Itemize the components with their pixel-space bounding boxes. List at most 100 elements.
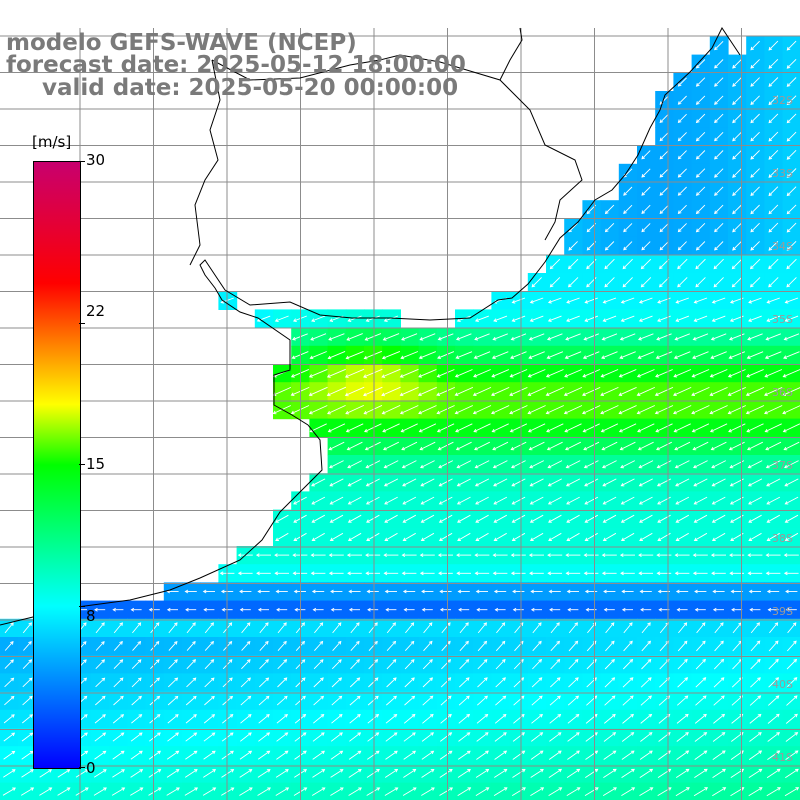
wind-arrow <box>384 460 399 469</box>
wind-arrow <box>600 405 619 414</box>
wind-arrow <box>475 769 489 778</box>
wind-arrow <box>640 714 652 724</box>
wind-arrow <box>530 297 544 304</box>
wind-arrow <box>732 659 743 670</box>
wind-arrowhead <box>658 283 663 288</box>
wind-arrow <box>345 386 365 396</box>
wind-arrow <box>619 423 637 433</box>
wind-arrow <box>475 496 489 505</box>
wind-arrow <box>620 441 636 451</box>
wind-arrowhead <box>730 519 734 523</box>
wind-arrow <box>582 405 601 414</box>
wind-arrowhead <box>610 640 615 645</box>
wind-arrow <box>764 369 783 378</box>
wind-arrow <box>621 514 635 523</box>
wind-arrowhead <box>729 318 734 322</box>
wind-arrowhead <box>714 228 718 233</box>
wind-arrow <box>493 460 508 469</box>
wind-arrowhead <box>256 318 261 322</box>
wind-arrowhead <box>522 787 526 791</box>
wind-arrowhead <box>202 589 207 594</box>
wind-arrow <box>584 478 599 487</box>
wind-arrow <box>694 714 707 724</box>
wind-arrowhead <box>184 589 189 594</box>
wind-arrowhead <box>229 677 233 682</box>
wind-arrowhead <box>694 607 699 612</box>
wind-arrowhead <box>301 622 305 626</box>
wind-arrow <box>93 787 107 796</box>
wind-arrow <box>22 677 33 688</box>
wind-arrowhead <box>677 228 682 233</box>
wind-arrow <box>436 386 455 396</box>
wind-arrow <box>94 714 106 724</box>
wind-arrowhead <box>438 537 443 541</box>
wind-arrow <box>768 95 779 105</box>
wind-arrowhead <box>402 519 407 523</box>
wind-arrow <box>731 732 744 742</box>
wind-arrow <box>750 113 760 123</box>
wind-arrowhead <box>228 640 233 645</box>
wind-arrowhead <box>638 571 643 576</box>
wind-arrowhead <box>729 300 734 304</box>
wind-arrowhead <box>739 732 744 736</box>
border-line <box>211 54 583 241</box>
wind-arrow <box>785 732 798 742</box>
wind-arrow <box>310 333 327 341</box>
wind-arrow <box>659 622 669 634</box>
wind-arrow <box>750 40 760 51</box>
wind-arrow <box>364 423 382 433</box>
wind-arrowhead <box>714 246 718 251</box>
wind-arrowhead <box>301 659 306 663</box>
wind-arrowhead <box>602 482 607 487</box>
wind-arrowhead <box>630 750 635 754</box>
wind-arrow <box>786 131 797 142</box>
wind-arrow <box>641 223 651 232</box>
wind-arrowhead <box>511 464 515 469</box>
wind-arrowhead <box>292 571 297 576</box>
wind-arrowhead <box>157 750 162 755</box>
wind-arrow <box>692 369 710 378</box>
wind-arrowhead <box>611 677 616 681</box>
wind-arrowhead <box>782 392 786 396</box>
wind-arrowhead <box>447 659 452 663</box>
wind-arrowhead <box>729 553 733 557</box>
wind-arrowhead <box>455 446 460 451</box>
wind-arrowhead <box>748 300 752 304</box>
wind-arrow <box>604 677 615 688</box>
wind-arrowhead <box>365 482 370 487</box>
wind-arrow <box>185 696 197 706</box>
wind-arrowhead <box>548 589 553 594</box>
wind-arrowhead <box>101 641 105 645</box>
wind-arrowhead <box>556 640 560 645</box>
wind-arrow <box>637 386 655 396</box>
wind-arrowhead <box>430 750 435 755</box>
wind-arrow <box>750 95 760 105</box>
wind-arrowhead <box>30 769 34 773</box>
wind-arrow <box>440 695 452 706</box>
wind-arrow <box>440 714 452 724</box>
wind-arrow <box>749 732 762 742</box>
wind-arrowhead <box>301 677 306 682</box>
wind-arrowhead <box>727 410 732 415</box>
wind-arrowhead <box>793 640 797 645</box>
wind-arrow <box>422 659 433 670</box>
wind-arrowhead <box>620 519 625 523</box>
wind-arrowhead <box>620 537 625 541</box>
wind-arrowhead <box>783 446 788 451</box>
wind-arrow <box>712 769 726 778</box>
wind-arrowhead <box>585 607 590 612</box>
wind-arrowhead <box>612 732 617 736</box>
wind-arrowhead <box>192 695 197 700</box>
wind-arrow <box>400 386 419 396</box>
wind-arrowhead <box>714 210 718 215</box>
wind-arrowhead <box>764 410 768 415</box>
wind-arrow <box>546 386 564 396</box>
wind-arrowhead <box>174 659 178 663</box>
wind-arrowhead <box>684 658 688 663</box>
latitude-label: 34S <box>772 240 793 253</box>
wind-arrowhead <box>675 501 680 505</box>
wind-arrowhead <box>576 787 581 791</box>
wind-arrow <box>694 750 707 760</box>
wind-arrow <box>404 677 415 688</box>
wind-arrowhead <box>394 769 399 773</box>
